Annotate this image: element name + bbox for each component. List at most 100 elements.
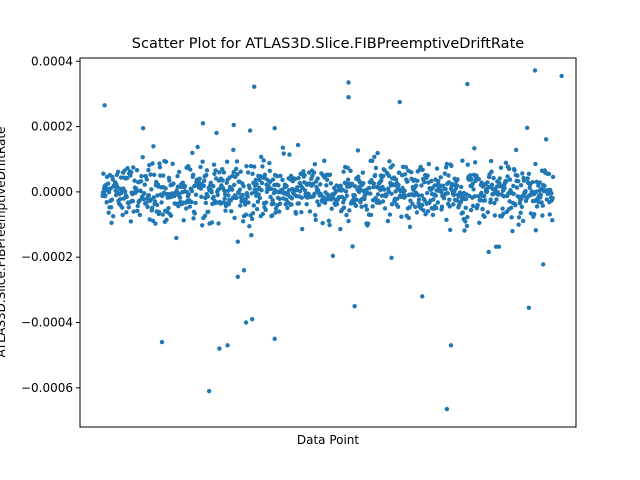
data-point bbox=[530, 180, 535, 185]
data-point bbox=[252, 164, 257, 169]
data-point bbox=[138, 179, 144, 184]
data-point bbox=[346, 94, 351, 100]
data-point bbox=[103, 193, 108, 198]
data-point bbox=[440, 183, 446, 188]
data-point bbox=[329, 206, 334, 211]
data-point bbox=[479, 180, 484, 185]
data-point bbox=[201, 183, 206, 189]
data-point bbox=[132, 178, 137, 183]
data-point bbox=[198, 164, 203, 170]
data-point bbox=[531, 212, 537, 217]
data-point bbox=[297, 189, 303, 194]
data-point bbox=[122, 189, 128, 194]
data-point bbox=[327, 222, 332, 228]
data-point bbox=[359, 204, 364, 209]
data-point bbox=[371, 181, 377, 186]
data-point bbox=[482, 198, 488, 203]
data-point bbox=[503, 160, 509, 166]
data-point bbox=[542, 183, 547, 189]
data-point bbox=[511, 191, 516, 197]
data-point bbox=[174, 188, 179, 193]
data-point bbox=[272, 126, 277, 131]
data-point bbox=[389, 255, 394, 261]
data-point bbox=[516, 178, 521, 184]
data-point bbox=[181, 218, 186, 223]
data-point bbox=[397, 99, 402, 105]
data-point bbox=[234, 159, 240, 164]
data-point bbox=[322, 200, 328, 206]
data-point bbox=[540, 213, 545, 218]
data-point bbox=[109, 197, 115, 202]
data-point bbox=[344, 193, 350, 198]
data-point bbox=[347, 208, 352, 213]
data-point bbox=[413, 183, 419, 188]
data-point bbox=[405, 179, 410, 184]
data-point bbox=[370, 204, 375, 209]
data-point bbox=[146, 167, 151, 173]
data-point bbox=[171, 181, 176, 186]
data-point bbox=[299, 195, 304, 200]
data-point bbox=[546, 171, 552, 177]
data-point bbox=[438, 175, 443, 180]
data-point bbox=[423, 212, 428, 217]
data-point bbox=[289, 202, 294, 207]
y-tick-label: 0.0000 bbox=[31, 185, 73, 199]
data-point bbox=[299, 210, 304, 215]
y-axis: −0.0006 −0.0004 −0.0002 0.0000 0.0002 0.0004 bbox=[21, 54, 80, 395]
data-point bbox=[176, 203, 181, 209]
data-point bbox=[559, 73, 564, 79]
data-point bbox=[270, 213, 275, 218]
data-point bbox=[238, 203, 243, 208]
data-point bbox=[268, 194, 273, 200]
data-point bbox=[239, 196, 245, 201]
data-point bbox=[540, 203, 545, 208]
data-point bbox=[375, 150, 380, 156]
data-point bbox=[257, 177, 262, 183]
data-point bbox=[244, 164, 249, 169]
data-point bbox=[408, 198, 413, 203]
data-point bbox=[476, 177, 482, 182]
data-point bbox=[482, 214, 487, 219]
data-point bbox=[206, 388, 212, 394]
data-point bbox=[124, 210, 129, 215]
data-point bbox=[419, 183, 424, 188]
data-point bbox=[213, 168, 218, 173]
data-point bbox=[149, 205, 155, 211]
data-point bbox=[259, 188, 264, 193]
data-point bbox=[533, 228, 539, 233]
data-point bbox=[480, 206, 485, 212]
data-point bbox=[523, 188, 528, 194]
data-point bbox=[385, 218, 391, 224]
data-point bbox=[229, 209, 234, 214]
data-point bbox=[124, 175, 130, 181]
data-point bbox=[254, 206, 260, 212]
data-point bbox=[534, 189, 539, 194]
data-point bbox=[205, 194, 211, 199]
data-point bbox=[447, 227, 453, 233]
data-point bbox=[488, 158, 494, 164]
data-point bbox=[249, 191, 254, 196]
data-point bbox=[287, 152, 292, 157]
data-point bbox=[407, 205, 412, 210]
data-point bbox=[299, 226, 305, 232]
data-point bbox=[221, 170, 227, 175]
data-point bbox=[202, 213, 208, 219]
data-point bbox=[425, 209, 431, 214]
data-point bbox=[505, 174, 510, 179]
data-point bbox=[354, 197, 359, 202]
data-point bbox=[521, 178, 527, 183]
data-point bbox=[403, 165, 409, 170]
data-points bbox=[100, 68, 564, 412]
data-point bbox=[110, 177, 115, 182]
data-point bbox=[293, 211, 299, 216]
data-point bbox=[533, 161, 538, 167]
data-point bbox=[129, 170, 134, 175]
data-point bbox=[448, 343, 454, 348]
data-point bbox=[520, 171, 525, 176]
data-point bbox=[338, 183, 343, 189]
data-point bbox=[247, 128, 253, 133]
data-point bbox=[202, 178, 207, 184]
data-point bbox=[284, 183, 289, 189]
data-point bbox=[295, 142, 301, 148]
data-point bbox=[465, 214, 470, 220]
